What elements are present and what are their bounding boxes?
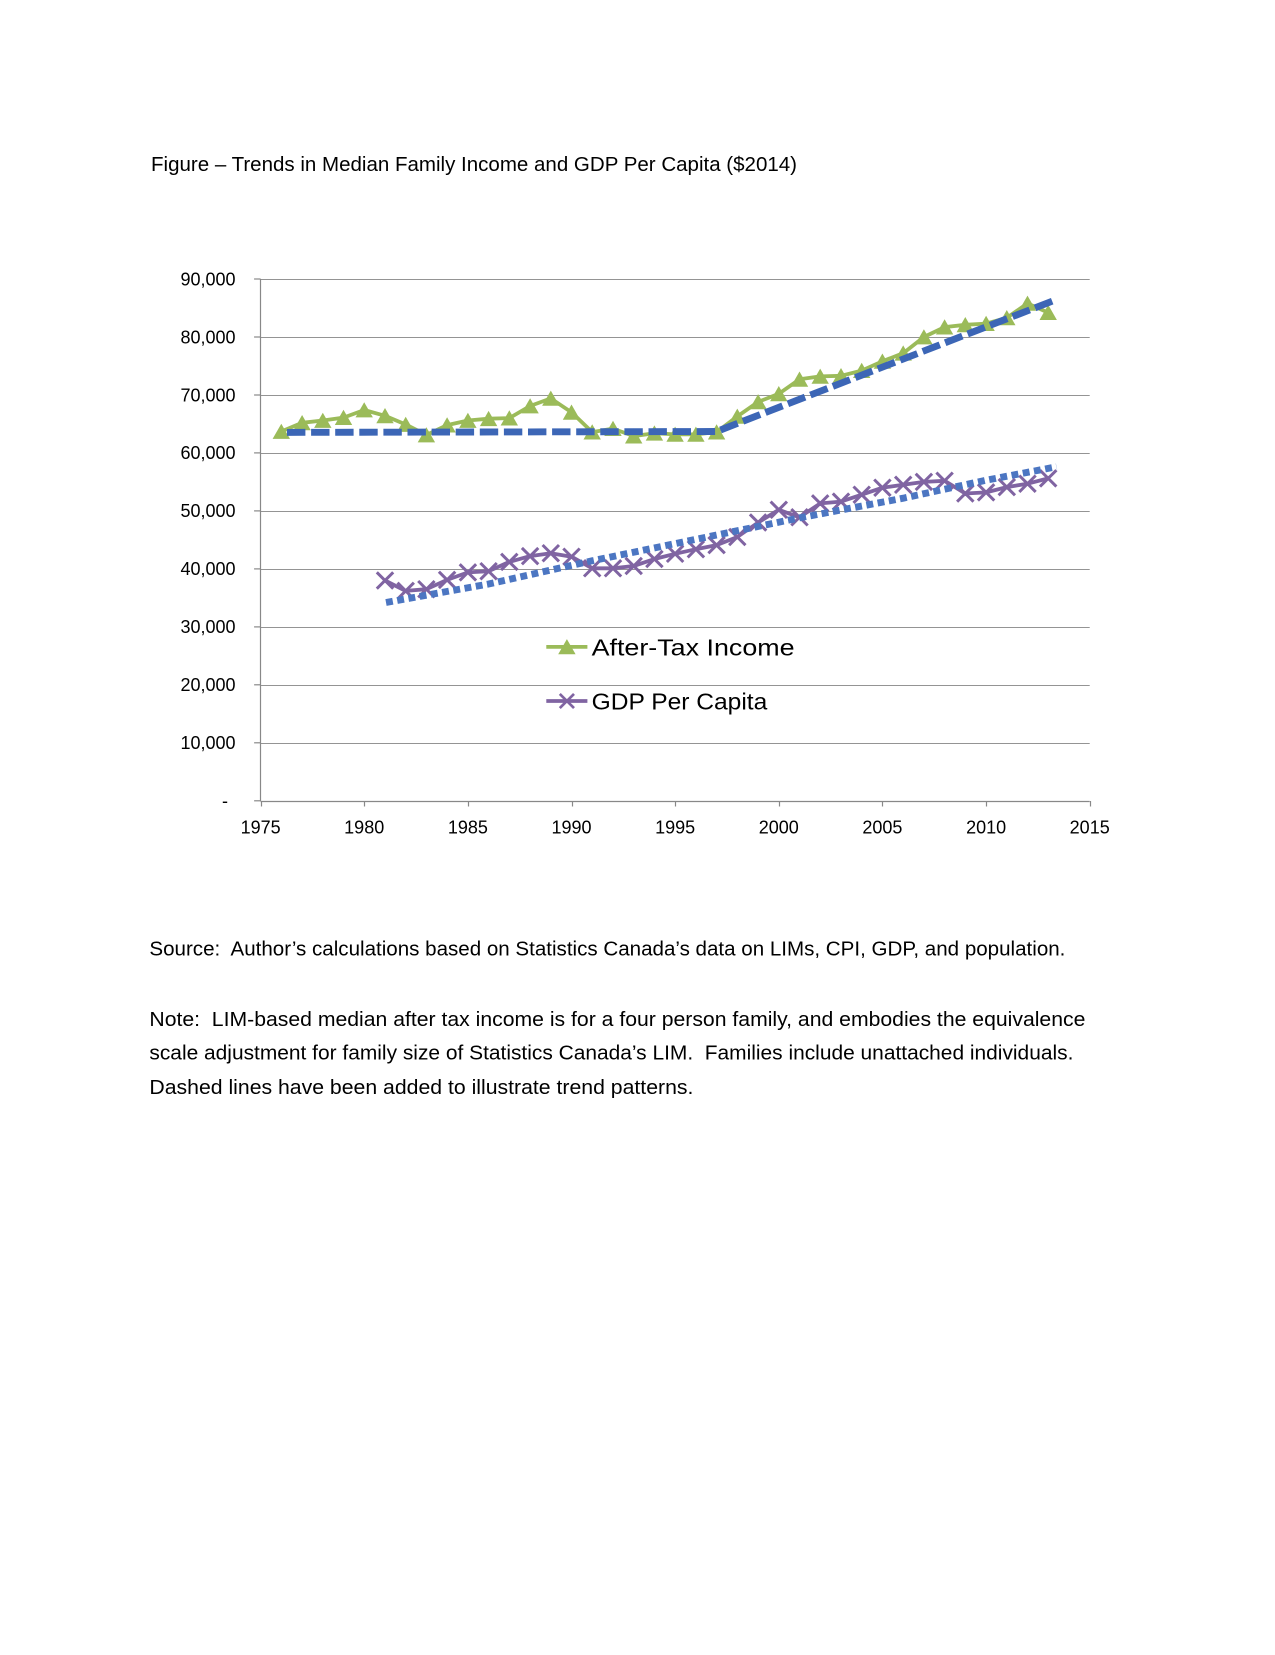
svg-text:2000: 2000 — [759, 818, 799, 838]
svg-text:1990: 1990 — [551, 818, 591, 838]
svg-text:1975: 1975 — [241, 818, 281, 838]
svg-text:scale adjustment for family si: scale adjustment for family size of Stat… — [149, 1043, 1073, 1065]
svg-text:After-Tax Income: After-Tax Income — [592, 634, 795, 660]
svg-text:40,000: 40,000 — [180, 559, 235, 579]
svg-text:80,000: 80,000 — [180, 327, 235, 347]
svg-text:20,000: 20,000 — [180, 675, 235, 695]
svg-text:90,000: 90,000 — [180, 269, 235, 289]
svg-text:50,000: 50,000 — [180, 501, 235, 521]
svg-text:10,000: 10,000 — [180, 733, 235, 753]
svg-text:1995: 1995 — [655, 818, 695, 838]
svg-text:Dashed lines have been added t: Dashed lines have been added to illustra… — [149, 1077, 693, 1099]
svg-text:Source: Author’s calculations: Source: Author’s calculations based on S… — [149, 938, 1065, 960]
svg-text:Note: LIM-based median after: Note: LIM-based median after tax income … — [149, 1009, 1085, 1031]
svg-text:-: - — [222, 791, 228, 811]
svg-text:2005: 2005 — [862, 818, 902, 838]
svg-text:2010: 2010 — [966, 818, 1006, 838]
svg-text:2015: 2015 — [1070, 818, 1110, 838]
svg-text:Figure – Trends in Median Fami: Figure – Trends in Median Family Income … — [151, 154, 797, 176]
svg-text:60,000: 60,000 — [180, 443, 235, 463]
svg-text:70,000: 70,000 — [180, 385, 235, 405]
svg-text:GDP Per Capita: GDP Per Capita — [592, 688, 768, 714]
svg-text:30,000: 30,000 — [180, 617, 235, 637]
svg-text:1980: 1980 — [344, 818, 384, 838]
svg-text:1985: 1985 — [448, 818, 488, 838]
